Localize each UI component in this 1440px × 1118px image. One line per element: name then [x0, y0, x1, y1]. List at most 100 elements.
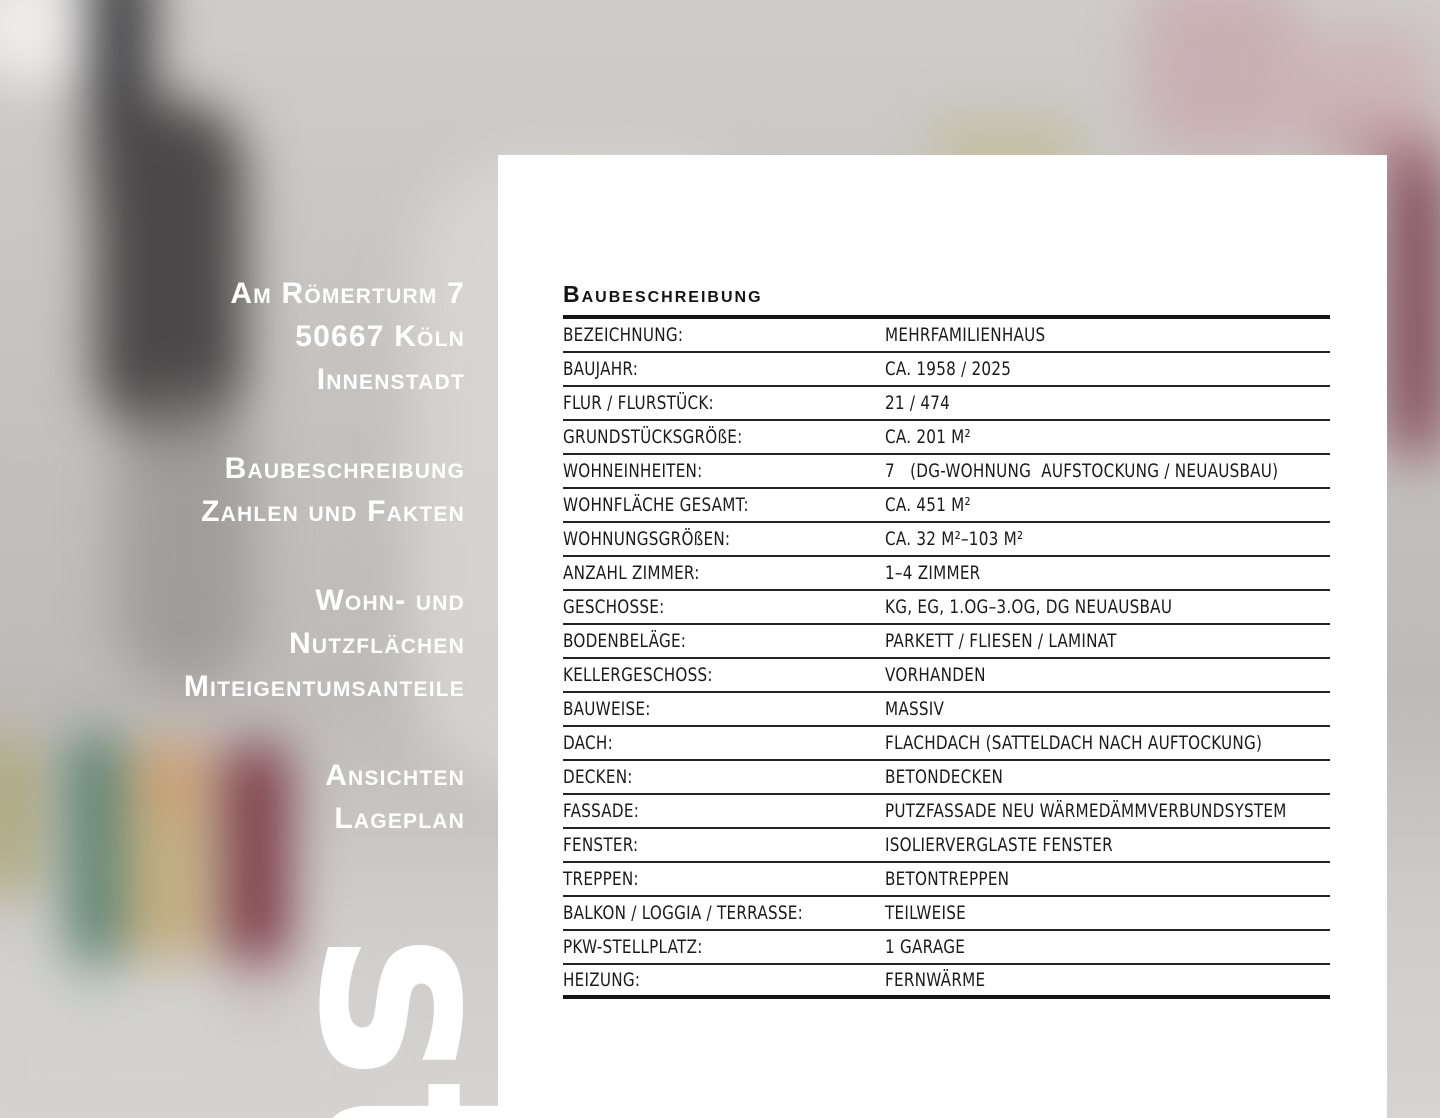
sidebar-item-baubeschreibung: Baubeschreibung [224, 452, 465, 485]
row-label: TREPPEN: [563, 868, 885, 890]
row-value: 21 / 474 [885, 392, 1330, 414]
row-label: GRUNDSTÜCKSGRÖßE: [563, 426, 885, 448]
row-value-text: KG, EG, 1.OG–3.OG, DG NEUAUSBAU [885, 596, 1173, 618]
row-value-text: PARKETT / FLIESEN / LAMINAT [885, 630, 1117, 652]
row-value-text: CA. 451 M² [885, 494, 971, 516]
table-row: ANZAHL ZIMMER: 1–4 ZIMMER [563, 557, 1330, 591]
sidebar-item-wohn-und: Wohn- und [315, 584, 465, 617]
row-value: FLACHDACH (SATTELDACH NACH AUFTOCKUNG) [885, 732, 1357, 754]
sidebar-item-miteigentumsanteile: Miteigentumsanteile [183, 670, 465, 703]
row-label-text: DECKEN: [563, 766, 633, 788]
row-label-text: WOHNEINHEITEN: [563, 460, 703, 482]
bg-book-spine [0, 730, 40, 900]
row-label: GESCHOSSE: [563, 596, 885, 618]
table-row: BAUJAHR: CA. 1958 / 2025 [563, 353, 1330, 387]
row-label-text: WOHNUNGSGRÖßEN: [563, 528, 731, 550]
row-value-text: FLACHDACH (SATTELDACH NACH AUFTOCKUNG) [885, 732, 1263, 754]
bg-highlight [0, 960, 390, 1118]
row-label: BODENBELÄGE: [563, 630, 885, 652]
row-label: BEZEICHNUNG: [563, 324, 885, 346]
row-label: BAUJAHR: [563, 358, 885, 380]
row-value-text: 1–4 ZIMMER [885, 562, 981, 584]
row-label-text: BAUWEISE: [563, 698, 651, 720]
sidebar-line-district: Innenstadt [316, 363, 465, 396]
row-label-text: FLUR / FLURSTÜCK: [563, 392, 714, 414]
sidebar-group-address: Am Römerturm 7 50667 Köln Innenstadt [0, 272, 465, 401]
row-value: 7 (DG-WOHNUNG AUFSTOCKUNG / NEUAUSBAU) [885, 460, 1377, 482]
page-title: Baubeschreibung [563, 281, 763, 307]
sidebar: Am Römerturm 7 50667 Köln Innenstadt Bau… [0, 272, 465, 840]
brand-logo: st [264, 932, 555, 1118]
row-value: BETONTREPPEN [885, 868, 1330, 890]
row-value: BETONDECKEN [885, 766, 1330, 788]
table-row: BODENBELÄGE: PARKETT / FLIESEN / LAMINAT [563, 625, 1330, 659]
row-label-text: HEIZUNG: [563, 969, 641, 991]
table-row: FENSTER: ISOLIERVERGLASTE FENSTER [563, 829, 1330, 863]
row-label: FASSADE: [563, 800, 885, 822]
sidebar-item-ansichten: Ansichten [325, 759, 465, 792]
table-row: PKW-STELLPLATZ: 1 GARAGE [563, 931, 1330, 965]
row-value-text: 1 GARAGE [885, 936, 966, 958]
bg-dark-object [115, 390, 255, 690]
table-row: BEZEICHNUNG: MEHRFAMILIENHAUS [563, 319, 1330, 353]
row-value-text: CA. 201 M² [885, 426, 971, 448]
sidebar-line-street: Am Römerturm 7 [230, 277, 465, 310]
row-label: HEIZUNG: [563, 969, 885, 991]
row-label-text: GESCHOSSE: [563, 596, 665, 618]
row-value-text: 21 / 474 [885, 392, 951, 414]
row-value: FERNWÄRME [885, 969, 1330, 991]
row-value-text: CA. 32 M²–103 M² [885, 528, 1024, 550]
row-value: TEILWEISE [885, 902, 1330, 924]
table-row: WOHNUNGSGRÖßEN: CA. 32 M²–103 M² [563, 523, 1330, 557]
sidebar-group-plaene: Ansichten Lageplan [0, 754, 465, 840]
row-label: WOHNEINHEITEN: [563, 460, 885, 482]
table-row: GRUNDSTÜCKSGRÖßE: CA. 201 M² [563, 421, 1330, 455]
row-label: FENSTER: [563, 834, 885, 856]
row-label-text: TREPPEN: [563, 868, 639, 890]
row-value-text: PUTZFASSADE NEU WÄRMEDÄMMVERBUNDSYSTEM [885, 800, 1287, 822]
row-value-text: BETONDECKEN [885, 766, 1004, 788]
table-row: BAUWEISE: MASSIV [563, 693, 1330, 727]
row-value: MASSIV [885, 698, 1330, 720]
row-label: DACH: [563, 732, 885, 754]
row-label-text: WOHNFLÄCHE GESAMT: [563, 494, 749, 516]
row-label-text: BAUJAHR: [563, 358, 639, 380]
row-value: VORHANDEN [885, 664, 1330, 686]
row-value: CA. 201 M² [885, 426, 1330, 448]
row-label: ANZAHL ZIMMER: [563, 562, 885, 584]
row-label-text: PKW-STELLPLATZ: [563, 936, 703, 958]
row-label: BALKON / LOGGIA / TERRASSE: [563, 902, 885, 924]
row-value-text: CA. 1958 / 2025 [885, 358, 1012, 380]
row-label: WOHNUNGSGRÖßEN: [563, 528, 885, 550]
row-value-text: BETONTREPPEN [885, 868, 1010, 890]
row-value: PUTZFASSADE NEU WÄRMEDÄMMVERBUNDSYSTEM [885, 800, 1387, 822]
sidebar-item-nutzflaechen: Nutzflächen [288, 627, 465, 660]
table-row: WOHNFLÄCHE GESAMT: CA. 451 M² [563, 489, 1330, 523]
title-rule [563, 315, 1330, 319]
row-value: CA. 32 M²–103 M² [885, 528, 1330, 550]
row-label: WOHNFLÄCHE GESAMT: [563, 494, 885, 516]
row-value-text: TEILWEISE [885, 902, 966, 924]
sidebar-group-flaechen: Wohn- und Nutzflächen Miteigentumsanteil… [0, 579, 465, 708]
row-label: FLUR / FLURSTÜCK: [563, 392, 885, 414]
row-label-text: BEZEICHNUNG: [563, 324, 684, 346]
row-label-text: FASSADE: [563, 800, 640, 822]
table-row: WOHNEINHEITEN: 7 (DG-WOHNUNG AUFSTOCKUNG … [563, 455, 1330, 489]
table-row: TREPPEN: BETONTREPPEN [563, 863, 1330, 897]
row-label-text: FENSTER: [563, 834, 639, 856]
row-value: 1–4 ZIMMER [885, 562, 1330, 584]
sidebar-group-baubeschreibung: Baubeschreibung Zahlen und Fakten [0, 447, 465, 533]
row-value-text: MEHRFAMILIENHAUS [885, 324, 1046, 346]
sidebar-item-lageplan: Lageplan [334, 802, 465, 835]
row-value-text: ISOLIERVERGLASTE FENSTER [885, 834, 1113, 856]
bg-book-spine [148, 740, 206, 815]
content-card: Baubeschreibung BEZEICHNUNG: MEHRFAMILIEN… [498, 155, 1387, 1118]
table-row: DACH: FLACHDACH (SATTELDACH NACH AUFTOCKU… [563, 727, 1330, 761]
sidebar-line-city: 50667 Köln [295, 320, 465, 353]
bg-book-spine [1396, 190, 1440, 400]
row-value: CA. 1958 / 2025 [885, 358, 1330, 380]
row-value: ISOLIERVERGLASTE FENSTER [885, 834, 1330, 856]
row-label: DECKEN: [563, 766, 885, 788]
row-label-text: GRUNDSTÜCKSGRÖßE: [563, 426, 743, 448]
